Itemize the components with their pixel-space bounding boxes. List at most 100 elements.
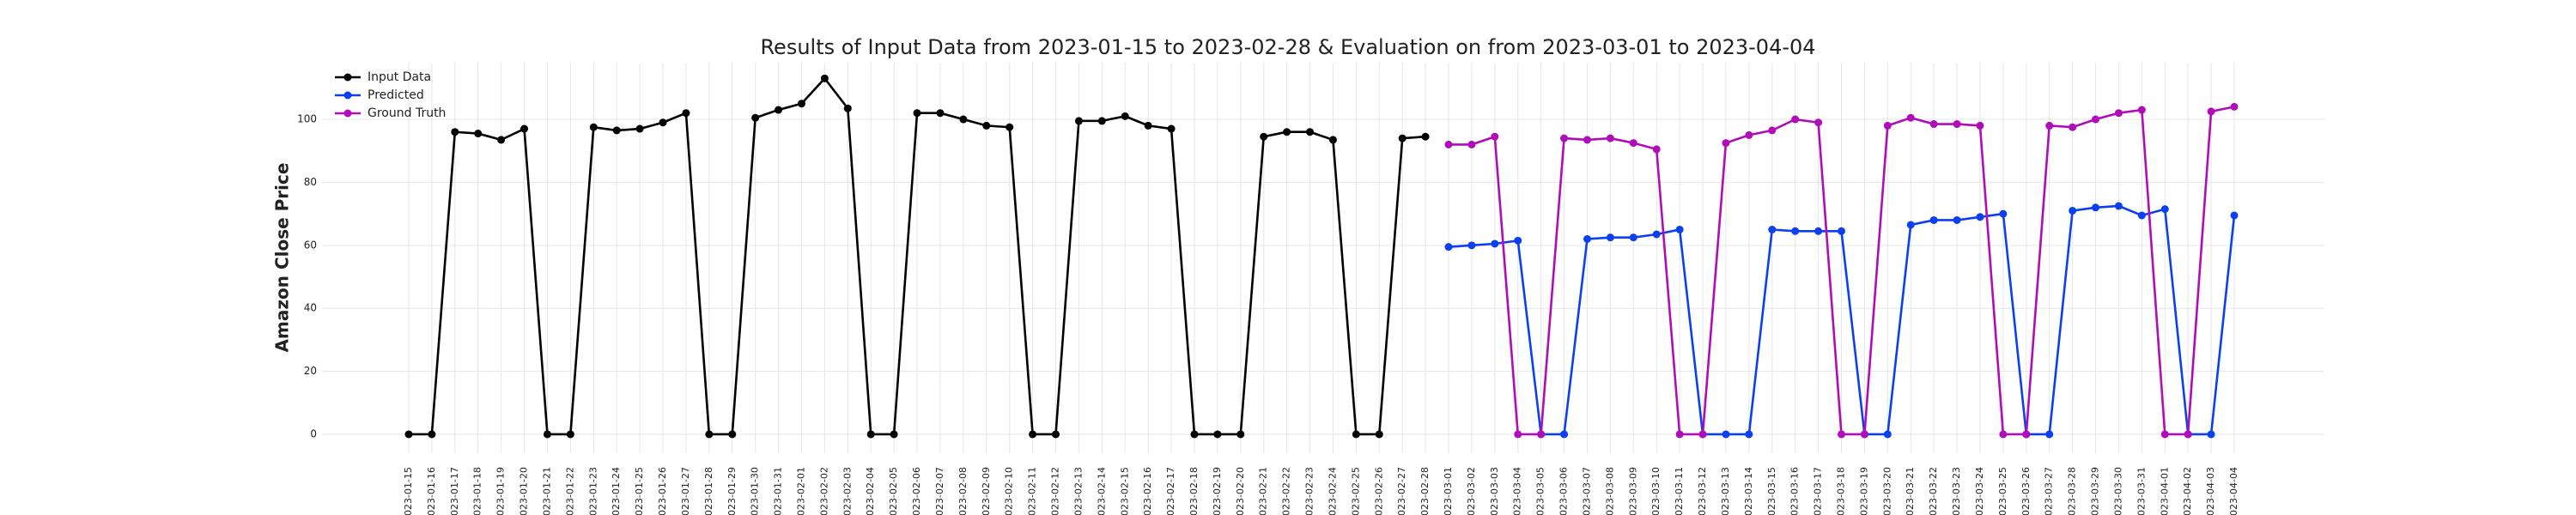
x-tick-label: 2023-01-26 [657, 467, 668, 515]
x-tick-label: 2023-02-26 [1373, 467, 1384, 515]
data-point [2022, 430, 2031, 439]
chart-title: Results of Input Data from 2023-01-15 to… [760, 35, 1815, 59]
x-tick-label: 2023-03-23 [1951, 467, 1962, 515]
data-point [890, 430, 898, 439]
data-point [659, 118, 667, 127]
y-tick-label: 0 [310, 427, 317, 439]
data-point [2207, 430, 2215, 439]
x-tick-label: 2023-04-02 [2182, 467, 2193, 515]
data-point [1167, 124, 1176, 133]
data-point [1121, 112, 1129, 120]
data-point [2160, 430, 2169, 439]
x-tick-label: 2023-04-01 [2159, 467, 2170, 515]
x-tick-label: 2023-02-27 [1396, 467, 1407, 515]
x-tick-label: 2023-03-12 [1697, 467, 1708, 515]
data-point [1768, 126, 1777, 135]
data-point [1328, 136, 1337, 144]
x-tick-label: 2023-02-02 [818, 467, 829, 515]
x-tick-label: 2023-03-14 [1743, 467, 1754, 515]
x-tick-label: 2023-02-12 [1050, 467, 1061, 515]
data-point [775, 106, 783, 114]
legend-marker [343, 91, 352, 100]
data-point [936, 109, 945, 118]
x-tick-label: 2023-03-30 [2112, 467, 2123, 515]
x-tick-label: 2023-02-21 [1258, 467, 1269, 515]
data-point [1467, 140, 1476, 148]
data-point [566, 430, 574, 439]
data-point [1005, 123, 1014, 131]
x-tick-label: 2023-03-26 [2020, 467, 2032, 515]
data-point [866, 430, 875, 439]
x-tick-label: 2023-01-21 [541, 467, 552, 515]
data-point [913, 109, 921, 118]
legend-marker [343, 109, 352, 118]
x-tick-label: 2023-02-07 [934, 467, 945, 515]
data-point [474, 130, 483, 138]
data-point [751, 113, 760, 122]
data-point [1791, 115, 1800, 124]
x-tick-label: 2023-04-04 [2228, 467, 2239, 515]
x-tick-label: 2023-01-25 [634, 467, 645, 515]
data-point [1467, 241, 1476, 250]
x-tick-label: 2023-01-20 [519, 467, 530, 515]
x-tick-label: 2023-02-03 [841, 467, 853, 515]
data-point [1144, 121, 1152, 130]
data-point [1606, 233, 1614, 242]
x-tick-label: 2023-03-03 [1489, 467, 1500, 515]
x-tick-label: 2023-01-17 [449, 467, 460, 515]
data-point [1722, 139, 1730, 148]
x-tick-label: 2023-02-01 [795, 467, 806, 515]
x-tick-label: 2023-02-17 [1165, 467, 1176, 515]
data-point [2184, 430, 2192, 439]
data-point [1537, 430, 1546, 439]
x-tick-label: 2023-02-22 [1281, 467, 1292, 515]
x-tick-label: 2023-03-13 [1720, 467, 1731, 515]
data-point [820, 74, 829, 82]
x-tick-label: 2023-03-09 [1627, 467, 1638, 515]
data-point [612, 126, 621, 135]
x-tick-label: 2023-02-06 [911, 467, 922, 515]
data-point [843, 104, 852, 112]
data-point [1491, 132, 1499, 141]
data-point [1675, 225, 1684, 233]
y-axis-label: Amazon Close Price [272, 163, 293, 353]
data-point [682, 109, 690, 118]
x-tick-label: 2023-03-15 [1766, 467, 1777, 515]
data-point [2045, 430, 2054, 439]
data-point [1883, 121, 1892, 130]
x-tick-label: 2023-02-28 [1419, 467, 1431, 515]
data-point [2092, 115, 2100, 124]
x-tick-label: 2023-03-25 [1997, 467, 2008, 515]
x-tick-label: 2023-01-30 [750, 467, 761, 515]
data-point [1560, 430, 1569, 439]
data-point [1074, 117, 1083, 125]
data-point [1629, 139, 1637, 148]
data-point [797, 100, 805, 108]
y-tick-label: 40 [304, 302, 317, 314]
x-tick-label: 2023-02-05 [888, 467, 899, 515]
data-point [1999, 209, 2008, 218]
x-tick-label: 2023-01-18 [472, 467, 483, 515]
data-point [959, 115, 968, 124]
x-tick-label: 2023-02-24 [1327, 467, 1338, 515]
data-point [1514, 236, 1522, 245]
data-point [1236, 430, 1245, 439]
x-tick-label: 2023-03-29 [2090, 467, 2101, 515]
y-tick-label: 100 [297, 113, 317, 125]
x-tick-label: 2023-02-08 [957, 467, 969, 515]
x-tick-label: 2023-01-22 [564, 467, 575, 515]
x-tick-label: 2023-03-08 [1604, 467, 1615, 515]
data-point [1583, 136, 1591, 144]
x-tick-label: 2023-01-16 [426, 467, 437, 515]
data-point [1375, 430, 1383, 439]
x-tick-label: 2023-01-24 [611, 467, 622, 515]
data-point [428, 430, 436, 439]
data-point [2069, 123, 2077, 131]
x-tick-label: 2023-02-23 [1304, 467, 1315, 515]
data-point [1814, 227, 1823, 235]
data-point [1352, 430, 1360, 439]
data-point [1491, 239, 1499, 248]
data-point [2092, 203, 2100, 212]
x-tick-label: 2023-03-02 [1466, 467, 1477, 515]
